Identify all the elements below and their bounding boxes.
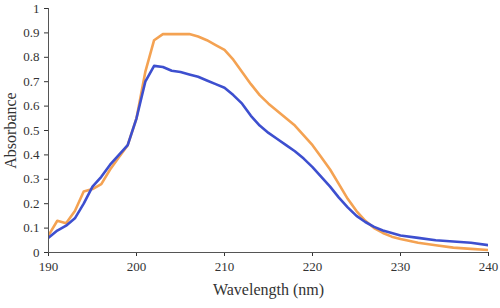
- svg-text:0.9: 0.9: [23, 25, 39, 40]
- svg-text:0.5: 0.5: [23, 123, 39, 138]
- svg-text:0.1: 0.1: [23, 220, 39, 235]
- svg-text:240: 240: [479, 259, 499, 274]
- svg-text:0.3: 0.3: [23, 171, 39, 186]
- svg-text:0.4: 0.4: [23, 147, 40, 162]
- svg-text:Absorbance: Absorbance: [2, 92, 19, 168]
- svg-text:0: 0: [33, 245, 40, 260]
- svg-text:0.6: 0.6: [23, 98, 40, 113]
- svg-text:220: 220: [303, 259, 323, 274]
- svg-text:0.8: 0.8: [23, 49, 39, 64]
- svg-text:200: 200: [127, 259, 147, 274]
- svg-text:0.7: 0.7: [23, 74, 40, 89]
- svg-text:0.2: 0.2: [23, 196, 39, 211]
- svg-text:190: 190: [39, 259, 59, 274]
- svg-text:230: 230: [391, 259, 411, 274]
- svg-text:Wavelength (nm): Wavelength (nm): [213, 281, 324, 299]
- svg-text:1: 1: [33, 1, 40, 16]
- svg-text:210: 210: [215, 259, 235, 274]
